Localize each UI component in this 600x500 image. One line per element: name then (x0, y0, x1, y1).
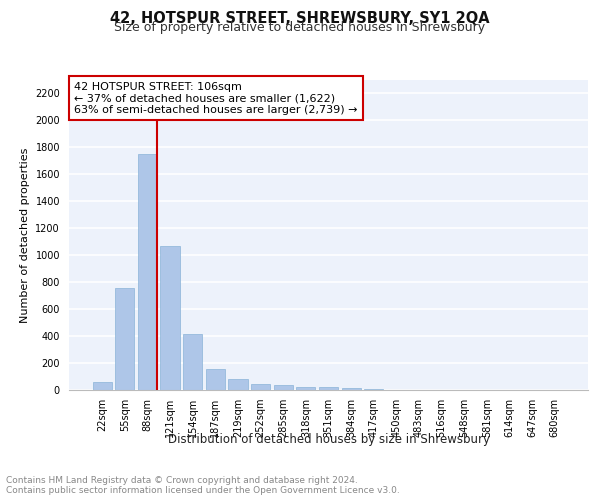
Bar (138, 154, 157, 390)
Bar (229, 379, 248, 390)
Bar (274, 385, 293, 390)
Text: 42, HOTSPUR STREET, SHREWSBURY, SY1 2QA: 42, HOTSPUR STREET, SHREWSBURY, SY1 2QA (110, 11, 490, 26)
Bar (296, 386, 316, 390)
Text: 42 HOTSPUR STREET: 106sqm
← 37% of detached houses are smaller (1,622)
63% of se: 42 HOTSPUR STREET: 106sqm ← 37% of detac… (74, 82, 358, 115)
Bar (160, 246, 180, 390)
Bar (251, 384, 270, 390)
Text: Size of property relative to detached houses in Shrewsbury: Size of property relative to detached ho… (115, 22, 485, 35)
Bar (319, 386, 338, 390)
Text: Contains HM Land Registry data © Crown copyright and database right 2024.
Contai: Contains HM Land Registry data © Crown c… (6, 476, 400, 495)
Text: Distribution of detached houses by size in Shrewsbury: Distribution of detached houses by size … (168, 432, 490, 446)
Y-axis label: Number of detached properties: Number of detached properties (20, 148, 29, 322)
Bar (341, 388, 361, 390)
Bar (364, 388, 383, 390)
Bar (92, 382, 112, 390)
Bar (206, 369, 225, 390)
Bar (115, 288, 134, 390)
Bar (183, 334, 202, 390)
